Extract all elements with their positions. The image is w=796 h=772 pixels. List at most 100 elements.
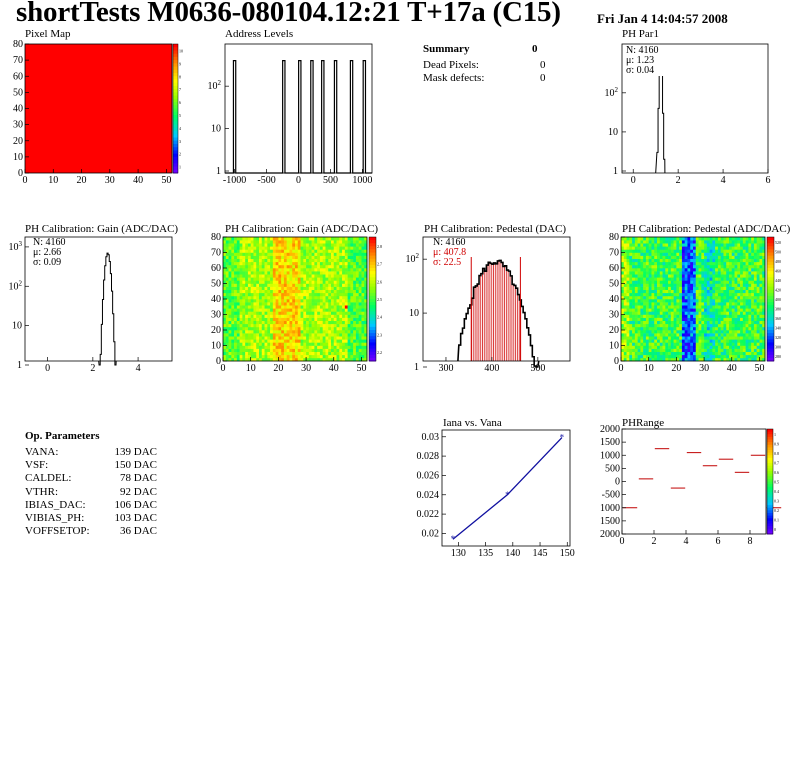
ph-pedestal-map-cell	[632, 326, 636, 331]
ph-range-colorbar-segment	[767, 460, 773, 464]
address-levels-histogram	[225, 60, 372, 174]
ph-pedestal-map-cell	[723, 292, 727, 297]
ph-pedestal-map-cell	[706, 336, 710, 340]
ph-gain-map-cell	[317, 323, 321, 328]
ph-gain-map-cell	[292, 333, 296, 337]
ph-pedestal-map-cell	[690, 277, 694, 281]
ph-pedestal-map-cell	[632, 299, 636, 303]
ph-gain-map-cell	[300, 271, 304, 275]
ph-gain-map-cell	[236, 345, 240, 349]
ph-pedestal-map-cell	[748, 326, 752, 331]
ph-gain-map-cell	[350, 243, 354, 247]
ph-gain-map-cell	[228, 311, 232, 315]
ph-gain-map-cell	[295, 240, 299, 244]
ph-pedestal-map-cell	[662, 283, 666, 287]
ph-gain-map-cell	[267, 240, 271, 244]
ph-pedestal-map-cell	[640, 292, 644, 297]
ph-gain-map-cell	[245, 299, 249, 303]
ph-pedestal-map-cell	[712, 345, 716, 349]
ph-gain-map-cell	[317, 264, 321, 269]
ph-pedestal-map-cell	[748, 314, 752, 318]
ph-gain-map-cell	[297, 302, 301, 306]
ph-pedestal-map-cell	[720, 295, 724, 300]
ph-gain-map-cell	[223, 237, 227, 241]
ph-gain-map-cell	[344, 320, 348, 325]
ph-pedestal-map-cell	[753, 311, 757, 315]
ph-pedestal-map-cell	[621, 286, 625, 290]
ph-pedestal-map-cell	[681, 252, 685, 256]
ph-gain-map-cell	[333, 339, 337, 343]
ph-gain-map-cell	[245, 330, 249, 334]
ph-gain-map-cell	[242, 348, 246, 352]
ph-gain-map-cell	[286, 314, 290, 318]
ph-pedestal-map-cell	[748, 308, 752, 312]
ph-gain-map-cell	[225, 320, 229, 325]
ph-gain-map-cell	[358, 252, 362, 256]
ph-gain-map-cell	[225, 333, 229, 337]
ph-gain-map-cell	[286, 240, 290, 244]
ph-pedestal-map-cell	[698, 342, 702, 346]
ph-gain-map-cell	[350, 268, 354, 272]
ph-pedestal-map-cell	[645, 271, 649, 275]
ph-gain-map-cell	[223, 271, 227, 275]
ph-gain-map-cell	[331, 345, 335, 349]
ph-range-x-tick-label: 6	[716, 536, 721, 547]
ph-gain-map-cell	[319, 280, 323, 284]
ph-gain-map-cell	[223, 317, 227, 321]
ph-gain-map-cell	[342, 339, 346, 343]
ph-gain-map-cell	[228, 317, 232, 321]
ph-gain-map-cell	[355, 258, 359, 263]
ph-pedestal-map-cell	[709, 261, 713, 266]
ph-gain-map-cell	[275, 271, 279, 275]
ph-gain-x-tick-label: 4	[136, 363, 141, 374]
ph-gain-map-cell	[283, 330, 287, 334]
ph-pedestal-map-cell	[640, 320, 644, 325]
ph-pedestal-map-cell	[756, 348, 760, 352]
ph-gain-map-cell	[234, 354, 238, 359]
ph-pedestal-map-cell	[621, 237, 625, 241]
ph-pedestal-map-cell	[695, 305, 699, 309]
ph-gain-map-cell	[317, 339, 321, 343]
ph-pedestal-map-cell	[753, 299, 757, 303]
ph-pedestal-map-cell	[687, 345, 691, 349]
ph-pedestal-map-cell	[737, 348, 741, 352]
ph-gain-map-cell	[336, 305, 340, 309]
ph-gain-map-cell	[236, 243, 240, 247]
ph-gain-map-cell	[261, 330, 265, 334]
ph-gain-map-cell	[306, 249, 310, 253]
ph-gain-map-cell	[278, 357, 282, 362]
ph-gain-map-cell	[314, 308, 318, 312]
ph-gain-map-cell	[256, 274, 260, 278]
ph-gain-map-cell	[350, 261, 354, 266]
ph-gain-map-cell	[264, 311, 268, 315]
ph-gain-map-cell	[250, 258, 254, 263]
ph-gain-map-cell	[336, 237, 340, 241]
ph-range-colorbar-segment	[767, 444, 773, 448]
ph-pedestal-map-cell	[720, 289, 724, 294]
ph-gain-map-cell	[353, 317, 357, 321]
ph-pedestal-map-cell	[648, 339, 652, 343]
ph-gain-map-cell	[250, 252, 254, 256]
ph-pedestal-map-cell	[632, 333, 636, 337]
ph-gain-map-cell	[278, 286, 282, 290]
ph-pedestal-map-cell	[648, 299, 652, 303]
ph-gain-map-cell	[286, 264, 290, 269]
ph-gain-map-cell	[314, 283, 318, 287]
ph-gain-map-cell	[364, 283, 368, 287]
ph-gain-map-cell	[270, 237, 274, 241]
address-levels-x-tick-label: 500	[323, 175, 338, 186]
ph-gain-map-cell	[239, 351, 243, 356]
ph-pedestal-map-cell	[654, 333, 658, 337]
ph-gain-map-cell	[295, 295, 299, 300]
pixel-map-colorbar-tick-label: 9	[179, 61, 181, 66]
ph-gain-map-cell	[297, 286, 301, 290]
ph-pedestal-map-cell	[726, 240, 730, 244]
ph-gain-map-cell	[325, 354, 329, 359]
ph-pedestal-map-cell	[679, 302, 683, 306]
ph-gain-map-cell	[278, 302, 282, 306]
ph-pedestal-map-cell	[679, 320, 683, 325]
ph-pedestal-map-cell	[745, 333, 749, 337]
ph-gain-map-cell	[311, 342, 315, 346]
ph-gain-map-cell	[339, 348, 343, 352]
op-param-value: 150 DAC	[114, 459, 157, 472]
